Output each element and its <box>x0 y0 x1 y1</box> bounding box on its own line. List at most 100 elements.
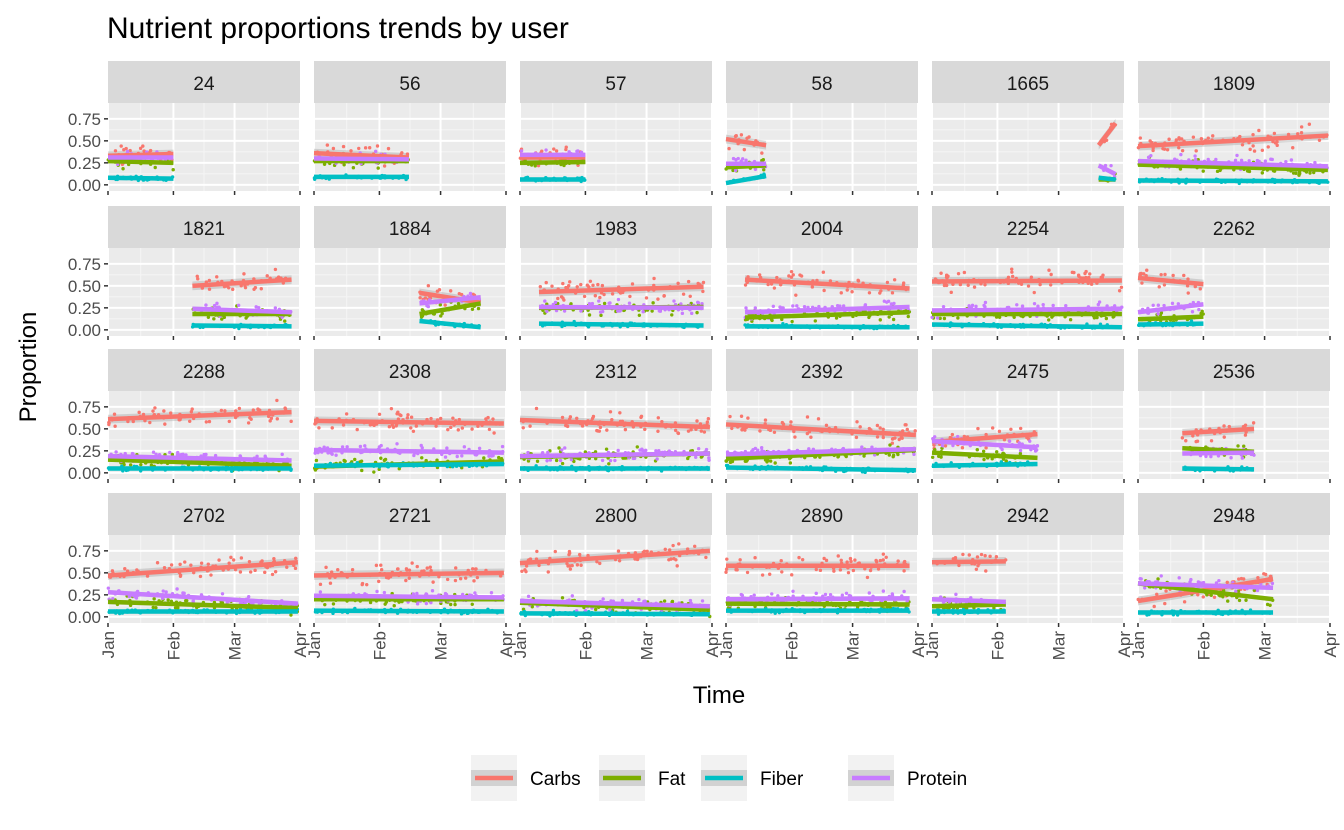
data-point <box>598 310 603 314</box>
data-point <box>1049 283 1053 287</box>
trend-line-carbs <box>313 418 504 426</box>
data-point <box>540 149 544 153</box>
data-point <box>1299 125 1304 129</box>
data-point <box>851 568 856 573</box>
data-point <box>283 406 287 410</box>
data-point <box>695 419 699 423</box>
data-point <box>293 566 298 571</box>
y-tick-label: 0.25 <box>68 586 101 605</box>
panel-1665: 1665 <box>931 61 1125 195</box>
data-point <box>598 295 602 300</box>
panel-strip <box>1138 61 1330 103</box>
data-point <box>680 311 685 316</box>
data-point <box>429 416 433 421</box>
data-point <box>1007 439 1012 443</box>
trend-line-fiber <box>725 465 916 473</box>
panel-2308: 2308 <box>312 349 507 483</box>
data-point <box>1239 158 1244 163</box>
trend-line-fiber <box>725 173 767 186</box>
data-point <box>652 276 656 281</box>
data-point <box>845 560 849 564</box>
data-point <box>341 423 346 427</box>
data-point <box>888 443 892 447</box>
data-point <box>1194 439 1198 444</box>
data-point <box>1029 275 1034 279</box>
data-point <box>780 570 784 574</box>
x-tick-label: Mar <box>638 631 657 661</box>
data-point <box>906 314 910 319</box>
data-point <box>128 463 133 467</box>
data-point <box>434 424 438 428</box>
data-point <box>575 285 579 289</box>
data-point <box>688 598 693 603</box>
data-point <box>1222 435 1226 439</box>
data-point <box>122 148 126 152</box>
panel-1983: 1983 <box>519 206 713 340</box>
x-tick-label: Mar <box>432 631 451 661</box>
trend-line-protein <box>107 453 292 463</box>
data-point <box>943 444 948 448</box>
data-point <box>956 316 960 320</box>
data-point <box>227 419 232 424</box>
data-point <box>704 447 709 452</box>
data-point <box>790 319 794 324</box>
data-point <box>802 304 807 309</box>
data-point <box>373 149 378 154</box>
data-point <box>972 285 977 289</box>
data-point <box>358 444 363 449</box>
data-point <box>800 557 805 562</box>
panel-strip <box>314 206 506 248</box>
data-point <box>1186 291 1190 295</box>
data-point <box>418 296 422 300</box>
data-point <box>151 605 155 610</box>
data-point <box>1272 131 1277 136</box>
data-point <box>704 555 708 560</box>
data-point <box>1206 136 1210 140</box>
data-point <box>1097 300 1102 304</box>
data-point <box>1260 148 1265 152</box>
data-point <box>454 566 458 570</box>
data-point <box>878 426 882 430</box>
data-point <box>1242 444 1246 448</box>
data-point <box>635 445 639 449</box>
data-point <box>1145 268 1149 272</box>
y-tick-label: 0.50 <box>68 277 101 296</box>
trend-line-fat <box>419 301 482 317</box>
data-point <box>1109 163 1113 168</box>
data-point <box>662 599 667 603</box>
data-point <box>724 570 728 574</box>
data-point <box>557 446 561 450</box>
data-point <box>677 542 681 546</box>
data-point <box>1260 171 1265 175</box>
data-point <box>372 470 376 474</box>
data-point <box>1176 302 1181 306</box>
panel-strip <box>932 206 1124 248</box>
data-point <box>1263 159 1268 163</box>
data-point <box>162 409 166 413</box>
data-point <box>787 274 791 278</box>
x-tick-label: Jan <box>511 631 530 658</box>
data-point <box>1198 287 1202 291</box>
trend-line-protein <box>192 306 292 315</box>
data-point <box>962 270 967 275</box>
panel-label: 2392 <box>801 362 843 383</box>
data-point <box>839 558 843 562</box>
data-point <box>1162 283 1167 287</box>
data-point <box>700 302 704 306</box>
data-point <box>743 283 748 287</box>
data-point <box>1190 310 1195 314</box>
data-point <box>885 280 890 285</box>
data-point <box>970 303 975 308</box>
data-point <box>443 303 447 307</box>
x-tick-label: Feb <box>164 631 183 660</box>
data-point <box>1191 135 1196 139</box>
data-point <box>1194 149 1198 153</box>
data-point <box>656 416 660 420</box>
data-point <box>470 567 475 571</box>
data-point <box>546 570 550 574</box>
data-point <box>757 273 762 277</box>
panel-2262: 2262 <box>1137 206 1331 340</box>
data-point <box>151 409 155 413</box>
data-point <box>1251 132 1255 137</box>
